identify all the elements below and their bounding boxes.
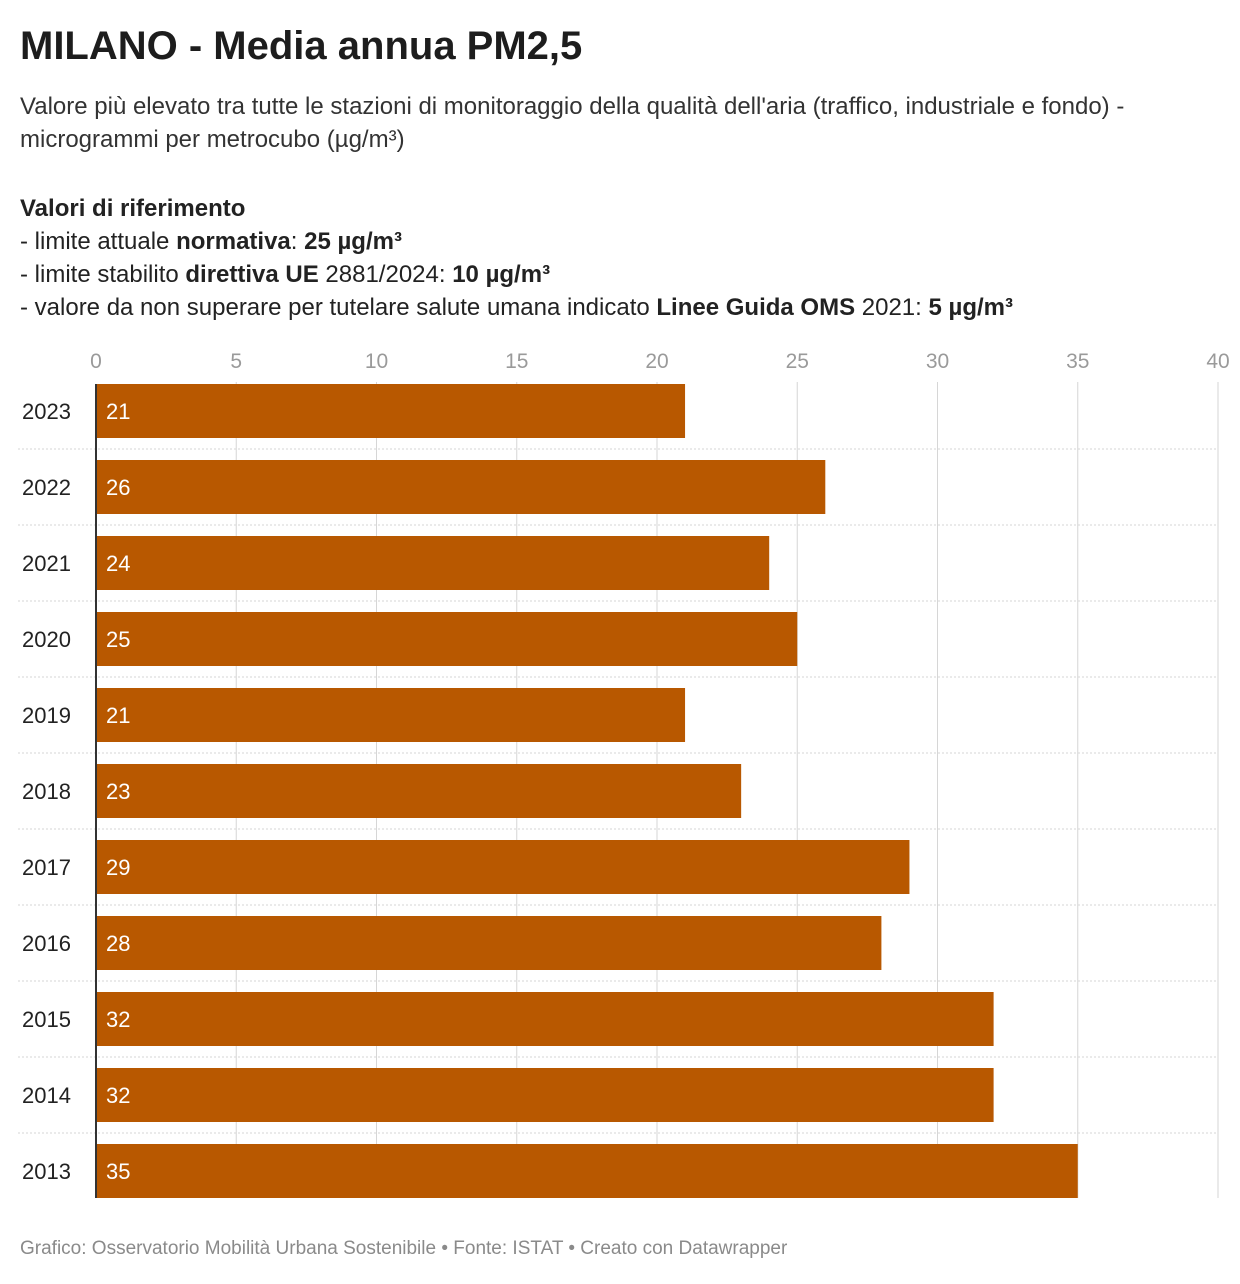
x-axis-ticks: 0 5 10 15 20 25 30 35 40	[90, 350, 1230, 373]
value-label: 35	[106, 1159, 130, 1184]
reference-line-normativa: - limite attuale normativa: 25 µg/m³	[20, 225, 1013, 258]
category-label: 2023	[22, 399, 71, 424]
row-separators	[18, 448, 1218, 1134]
category-label: 2018	[22, 779, 71, 804]
reference-bold: Linee Guida OMS	[656, 294, 856, 321]
chart-title: MILANO - Media annua PM2,5	[20, 24, 583, 68]
chart-subtitle: Valore più elevato tra tutte le stazioni…	[20, 93, 1125, 153]
labels: 2023 21 2022 26 2021 24 2020 25 2019 21 2018 23 2017…	[22, 399, 130, 1184]
x-tick-label: 25	[786, 350, 809, 373]
reference-values: Valori di riferimento - limite attuale n…	[20, 192, 1013, 324]
category-label: 2015	[22, 1007, 71, 1032]
bar	[96, 992, 994, 1046]
reference-line-oms: - valore da non superare per tutelare sa…	[20, 291, 1013, 324]
value-label: 32	[106, 1083, 130, 1108]
reference-bold: direttiva UE	[185, 261, 319, 288]
bar	[96, 1068, 994, 1122]
category-label: 2014	[22, 1083, 71, 1108]
reference-line-direttiva: - limite stabilito direttiva UE 2881/202…	[20, 258, 1013, 291]
category-label: 2022	[22, 475, 71, 500]
bar	[96, 460, 826, 514]
reference-text: 2021:	[855, 294, 929, 321]
x-tick-label: 35	[1066, 350, 1089, 373]
bar	[96, 688, 686, 742]
x-tick-label: 5	[230, 350, 242, 373]
x-tick-label: 30	[926, 350, 949, 373]
bar	[96, 612, 798, 666]
category-label: 2020	[22, 627, 71, 652]
bar	[96, 536, 770, 590]
reference-heading: Valori di riferimento	[20, 195, 246, 222]
value-label: 25	[106, 627, 130, 652]
bar	[96, 1144, 1078, 1198]
category-label: 2013	[22, 1159, 71, 1184]
reference-value: 25 µg/m³	[304, 228, 402, 255]
value-label: 21	[106, 703, 130, 728]
reference-value: 10 µg/m³	[452, 261, 551, 288]
reference-bold: normativa	[176, 228, 291, 255]
x-tick-label: 20	[645, 350, 668, 373]
x-tick-label: 10	[365, 350, 388, 373]
x-tick-label: 15	[505, 350, 528, 373]
bar	[96, 384, 686, 438]
value-label: 23	[106, 779, 130, 804]
value-label: 24	[106, 551, 130, 576]
value-label: 32	[106, 1007, 130, 1032]
reference-text: :	[290, 228, 305, 255]
bar	[96, 916, 882, 970]
reference-text: - limite attuale	[20, 228, 177, 255]
value-label: 26	[106, 475, 130, 500]
reference-value: 5 µg/m³	[928, 294, 1014, 321]
value-label: 21	[106, 399, 130, 424]
category-label: 2017	[22, 855, 71, 880]
category-label: 2019	[22, 703, 71, 728]
bar	[96, 840, 910, 894]
category-label: 2021	[22, 551, 71, 576]
bar	[96, 764, 742, 818]
value-label: 29	[106, 855, 130, 880]
category-label: 2016	[22, 931, 71, 956]
x-tick-label: 0	[90, 350, 102, 373]
value-label: 28	[106, 931, 130, 956]
x-tick-label: 40	[1206, 350, 1229, 373]
reference-text: 2881/2024:	[318, 261, 453, 288]
bars	[96, 384, 1078, 1198]
reference-text: - valore da non superare per tutelare sa…	[20, 294, 657, 321]
reference-text: - limite stabilito	[20, 261, 186, 288]
chart-footer: Grafico: Osservatorio Mobilità Urbana So…	[20, 1238, 788, 1259]
